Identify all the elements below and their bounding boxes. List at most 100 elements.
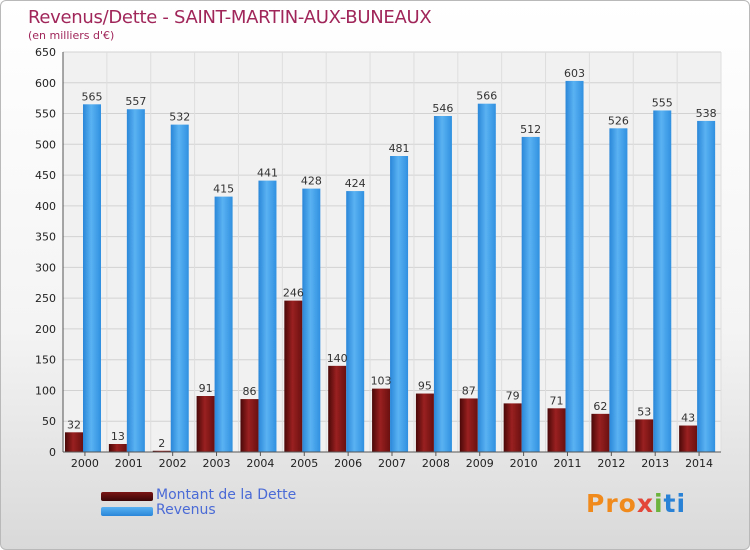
y-tick-label: 600 (35, 77, 56, 90)
debt-data-label: 53 (637, 405, 651, 418)
revenue-data-label: 555 (652, 96, 673, 109)
logo-part-1: Pro (586, 489, 637, 518)
debt-bar (152, 450, 171, 452)
y-tick-label: 200 (35, 323, 56, 336)
revenue-data-label: 566 (476, 90, 497, 103)
debt-data-label: 32 (67, 418, 81, 431)
y-tick-label: 0 (49, 446, 56, 459)
revenue-bar (258, 180, 277, 452)
debt-data-label: 140 (327, 352, 348, 365)
revenue-data-label: 415 (213, 183, 234, 196)
y-tick-label: 650 (35, 46, 56, 59)
x-tick-label: 2013 (641, 457, 669, 470)
debt-data-label: 2 (158, 437, 165, 450)
revenue-data-label: 538 (696, 107, 717, 120)
debt-bar (65, 432, 83, 452)
debt-bar (328, 365, 347, 452)
legend-swatch-revenus (101, 507, 153, 516)
debt-bar (415, 393, 434, 452)
debt-bar (459, 398, 478, 452)
revenue-data-label: 441 (257, 167, 278, 180)
x-tick-label: 2014 (685, 457, 713, 470)
debt-data-label: 246 (283, 287, 304, 300)
debt-bar (196, 396, 215, 452)
x-tick-label: 2007 (378, 457, 406, 470)
legend-label-revenus: Revenus (156, 502, 216, 518)
debt-data-label: 91 (199, 382, 213, 395)
revenue-data-label: 481 (389, 142, 410, 155)
x-tick-label: 2006 (334, 457, 362, 470)
revenue-bar (565, 80, 584, 452)
logo-part-4: ti (663, 489, 687, 518)
revenue-bar (346, 191, 365, 453)
legend-label-dette: Montant de la Dette (156, 487, 297, 503)
debt-bar (372, 388, 391, 452)
debt-bar (503, 403, 522, 452)
x-tick-label: 2011 (553, 457, 581, 470)
revenue-data-label: 557 (125, 95, 146, 108)
chart-title: Revenus/Dette - SAINT-MARTIN-AUX-BUNEAUX (28, 7, 432, 28)
y-tick-label: 250 (35, 292, 56, 305)
revenue-bar (477, 103, 496, 452)
debt-data-label: 79 (506, 389, 520, 402)
y-tick-label: 150 (35, 354, 56, 367)
logo-part-2: x (636, 489, 654, 518)
revenue-bar (697, 120, 716, 452)
revenue-bar (126, 109, 145, 452)
chart-subtitle: (en milliers d'€) (28, 29, 115, 42)
revenue-bar (433, 116, 452, 452)
revenue-bar (521, 136, 540, 452)
revenue-bar (83, 104, 101, 453)
debt-data-label: 103 (371, 375, 392, 388)
debt-bar (240, 399, 259, 452)
revenue-data-label: 546 (432, 102, 453, 115)
revenue-data-label: 428 (301, 175, 322, 188)
x-tick-label: 2001 (115, 457, 143, 470)
logo-part-3: i (653, 489, 664, 518)
debt-bar (679, 425, 698, 452)
revenue-data-label: 424 (345, 177, 366, 190)
y-tick-label: 450 (35, 169, 56, 182)
debt-data-label: 71 (550, 394, 564, 407)
y-tick-label: 50 (42, 415, 56, 428)
x-tick-label: 2009 (466, 457, 494, 470)
revenue-bar (609, 128, 628, 453)
debt-bar (591, 413, 610, 452)
debt-data-label: 87 (462, 384, 476, 397)
y-tick-label: 350 (35, 231, 56, 244)
revenue-data-label: 603 (564, 67, 585, 80)
x-tick-label: 2000 (71, 457, 99, 470)
debt-data-label: 95 (418, 380, 432, 393)
debt-bar (284, 300, 303, 452)
revenue-bar (653, 110, 672, 452)
revenue-bar (302, 188, 321, 452)
debt-data-label: 13 (111, 430, 125, 443)
y-tick-label: 500 (35, 138, 56, 151)
debt-data-label: 86 (242, 385, 256, 398)
y-tick-label: 300 (35, 261, 56, 274)
revenue-bar (390, 156, 409, 452)
debt-bar (108, 444, 127, 452)
revenue-data-label: 532 (169, 111, 190, 124)
x-tick-label: 2004 (246, 457, 274, 470)
x-tick-label: 2002 (159, 457, 187, 470)
x-tick-label: 2010 (510, 457, 538, 470)
y-tick-label: 550 (35, 108, 56, 121)
revenue-data-label: 526 (608, 114, 629, 127)
proxiti-logo: Proxiti (586, 489, 686, 518)
revenue-data-label: 512 (520, 123, 541, 136)
revenue-bar (214, 196, 233, 452)
x-tick-label: 2008 (422, 457, 450, 470)
x-tick-label: 2005 (290, 457, 318, 470)
debt-data-label: 62 (593, 400, 607, 413)
x-tick-label: 2012 (597, 457, 625, 470)
y-tick-label: 100 (35, 384, 56, 397)
x-tick-label: 2003 (203, 457, 231, 470)
debt-data-label: 43 (681, 412, 695, 425)
revenue-data-label: 565 (82, 90, 103, 103)
legend-swatch-dette (101, 492, 153, 501)
y-tick-label: 400 (35, 200, 56, 213)
revenue-bar (170, 124, 189, 452)
